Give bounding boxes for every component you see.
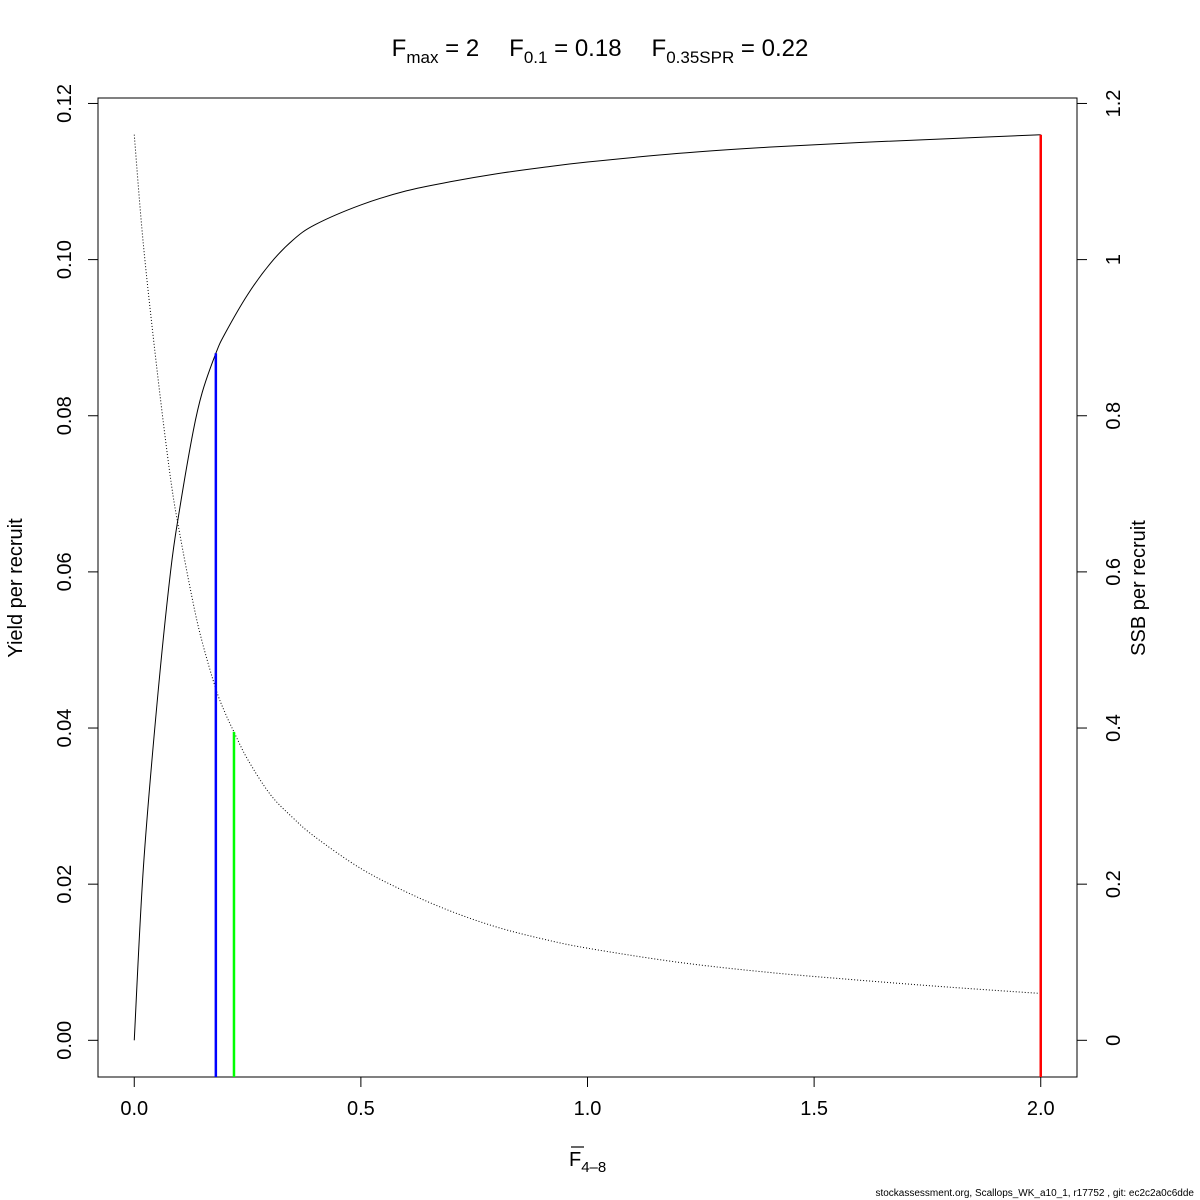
title-f01-symbol: F: [509, 35, 524, 62]
reference-lines: [214, 134, 1042, 1077]
title-fmax-value: = 2: [438, 35, 479, 62]
y-right-tick-label: 1: [1103, 254, 1125, 265]
x-axis-title: F4–8: [569, 1146, 606, 1176]
y-left-tick-label: 0.12: [54, 84, 76, 123]
y-axis-right: 0 0.2 0.4 0.6 0.8 1 1.2: [1076, 90, 1125, 1046]
y-axis-left-title: Yield per recruit: [5, 518, 27, 658]
y-axis-right-title: SSB per recruit: [1128, 520, 1150, 656]
x-tick-label: 0.5: [347, 1098, 375, 1120]
y-left-tick-label: 0.00: [54, 1021, 76, 1060]
x-tick-label: 0.0: [120, 1098, 148, 1120]
footer-source: stockassessment.org, Scallops_WK_a10_1, …: [875, 1188, 1194, 1199]
y-axis-left: 0.00 0.02 0.04 0.06 0.08 0.10 0.12: [54, 84, 99, 1060]
y-left-tick-label: 0.06: [54, 552, 76, 591]
x-axis-title-symbol: F: [569, 1149, 581, 1171]
title-fspr-subscript: 0.35SPR: [666, 48, 734, 67]
title-f01-subscript: 0.1: [524, 48, 548, 67]
svg-text:F4–8: F4–8: [569, 1149, 606, 1176]
y-right-tick-label: 0.6: [1103, 558, 1125, 586]
y-right-tick-label: 0.2: [1103, 870, 1125, 898]
title-f01-value: = 0.18: [547, 35, 621, 62]
ssb-per-recruit-line: [133, 134, 1041, 994]
y-right-tick-label: 0.4: [1103, 714, 1125, 742]
series-layer: [133, 134, 1041, 1041]
y-left-tick-label: 0.02: [54, 865, 76, 904]
y-left-tick-label: 0.10: [54, 240, 76, 279]
title-fmax-symbol: F: [392, 35, 407, 62]
y-right-tick-label: 0.8: [1103, 402, 1125, 430]
title-fmax-subscript: max: [406, 48, 439, 67]
y-right-tick-label: 0: [1103, 1035, 1125, 1046]
title-fspr-value: = 0.22: [734, 35, 808, 62]
plot-frame: [97, 97, 1078, 1078]
yield-per-recruit-line: [133, 134, 1041, 1041]
x-tick-label: 1.5: [800, 1098, 828, 1120]
chart-title: Fmax = 2 F0.1 = 0.18 F0.35SPR = 0.22: [392, 35, 809, 67]
x-tick-label: 1.0: [574, 1098, 602, 1120]
y-right-tick-label: 1.2: [1103, 90, 1125, 118]
x-tick-label: 2.0: [1027, 1098, 1055, 1120]
x-axis: 0.0 0.5 1.0 1.5 2.0: [120, 1076, 1055, 1120]
x-axis-title-subscript: 4–8: [581, 1159, 606, 1176]
title-fspr-symbol: F: [652, 35, 667, 62]
y-left-tick-label: 0.04: [54, 709, 76, 748]
y-left-tick-label: 0.08: [54, 396, 76, 435]
